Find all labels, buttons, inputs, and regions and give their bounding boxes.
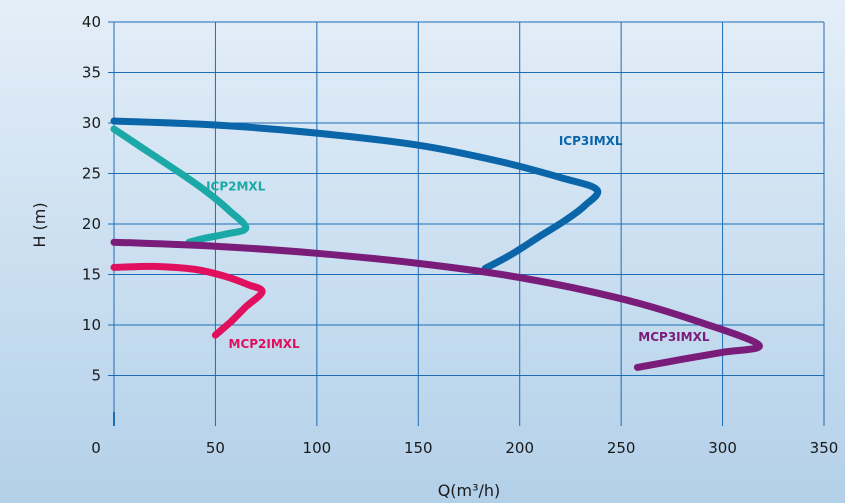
series-line-mcp2imxl [110,262,266,339]
series-lines [110,117,763,371]
series-labels: ICP3IMXL ICP2MXL MCP3IMXL MCP2IMXL [206,134,710,351]
y-tick-label: 20 [82,215,101,233]
y-tick-label: 35 [82,64,101,82]
series-line-icp2mxl [110,125,250,246]
x-axis-label: Q(m³/h) [438,481,501,500]
x-tick-label: 150 [404,439,433,457]
y-tick-label: 15 [82,266,101,284]
series-label-mcp2imxl: MCP2IMXL [229,337,301,351]
x-tick-label: 200 [505,439,534,457]
x-tick-label: 250 [607,439,636,457]
y-tick-label: 30 [82,114,101,132]
y-tick-label: 25 [82,165,101,183]
series-line-mcp3imxl [110,238,763,371]
x-tick-label: 300 [708,439,737,457]
series-line-icp3imxl [110,117,602,272]
y-tick-label: 40 [82,13,101,31]
series-label-mcp3imxl: MCP3IMXL [638,330,710,344]
series-label-icp2mxl: ICP2MXL [206,180,266,194]
y-tick-label: 5 [91,367,101,385]
x-tick-label: 350 [810,439,839,457]
axes: 0 50 100 150 200 250 300 350 5 10 15 20 25 30 35 40 [82,13,838,457]
x-tick-label: 0 [91,439,101,457]
x-tick-label: 50 [206,439,225,457]
x-tick-label: 100 [303,439,332,457]
grid [114,21,825,426]
y-tick-label: 10 [82,316,101,334]
y-axis-label: H (m) [30,202,49,247]
series-label-icp3imxl: ICP3IMXL [559,134,623,148]
